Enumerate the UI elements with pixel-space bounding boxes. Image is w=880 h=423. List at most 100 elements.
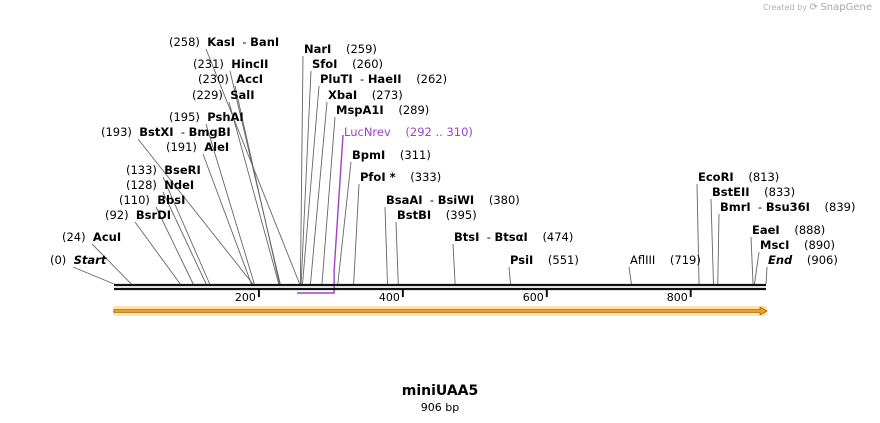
feature-label-acui[interactable]: (24) AcuI	[62, 230, 121, 244]
feature-label-bmri[interactable]: BmrI - Bsu36I (839)	[720, 200, 856, 214]
axis-tick-label: 200	[234, 291, 256, 304]
feature-label-afliii[interactable]: AflIII (719)	[630, 253, 701, 267]
feature-position: (191)	[166, 140, 197, 154]
feature-name: XbaI	[328, 88, 358, 102]
feature-label-sali[interactable]: (229) SalI	[192, 88, 255, 102]
leader-line	[155, 206, 194, 285]
feature-name: EcoRI	[698, 170, 734, 184]
feature-position: (551)	[547, 253, 579, 267]
leader-line	[137, 138, 254, 285]
feature-label-start[interactable]: (0) Start	[50, 253, 106, 267]
feature-label-bstbi[interactable]: BstBI (395)	[397, 208, 477, 222]
feature-label-hincii[interactable]: (231) HincII	[193, 57, 268, 71]
feature-label-xbai[interactable]: XbaI (273)	[328, 88, 403, 102]
feature-position: (289)	[398, 103, 430, 117]
feature-position: (833)	[764, 185, 796, 199]
leader-line	[162, 176, 211, 285]
feature-position: (231)	[193, 57, 224, 71]
feature-label-ndei[interactable]: (128) NdeI	[126, 178, 194, 192]
leader-line	[300, 70, 312, 285]
feature-label-bstxi[interactable]: (193) BstXI - BmgBI	[101, 125, 231, 139]
feature-name: PshAI	[207, 110, 244, 124]
feature-name: BsaAI	[386, 193, 423, 207]
feature-position: (24)	[62, 230, 86, 244]
feature-position: (273)	[371, 88, 403, 102]
feature-name: NdeI	[164, 178, 195, 192]
feature-label-mspa1i[interactable]: MspA1I (289)	[336, 103, 429, 117]
feature-name: SfoI	[312, 57, 338, 71]
feature-label-bsaai[interactable]: BsaAI - BsiWI (380)	[386, 193, 520, 207]
leader-line	[321, 116, 336, 285]
leader-line	[765, 266, 768, 285]
feature-position: (474)	[542, 230, 574, 244]
leader-line	[228, 101, 280, 285]
leader-line	[384, 206, 388, 285]
feature-position: (311)	[399, 148, 431, 162]
feature-label-psii[interactable]: PsiI (551)	[510, 253, 579, 267]
feature-position: (719)	[669, 253, 701, 267]
feature-name: HincII	[231, 57, 269, 71]
feature-label-ecori[interactable]: EcoRI (813)	[698, 170, 779, 184]
feature-name: LucNrev	[344, 125, 391, 139]
feature-label-btsi[interactable]: BtsI - BtsαI (474)	[454, 230, 574, 244]
leader-line	[310, 101, 328, 285]
feature-position: (380)	[488, 193, 520, 207]
primer-marker	[297, 134, 344, 294]
leader-line	[337, 161, 352, 285]
feature-name-2: BsiWI	[437, 193, 475, 207]
feature-name-2: Bsu36I	[765, 200, 810, 214]
leader-line	[628, 266, 632, 285]
feature-name: KasI	[207, 35, 236, 49]
feature-label-acci[interactable]: (230) AccI	[198, 72, 263, 86]
feature-label-sfoi[interactable]: SfoI (260)	[312, 57, 383, 71]
feature-label-msci[interactable]: MscI (890)	[760, 238, 835, 252]
feature-label-pshai[interactable]: (195) PshAI	[169, 110, 244, 124]
feature-label-bpmi[interactable]: BpmI (311)	[352, 148, 431, 162]
sequence-title: miniUAA5	[401, 383, 479, 399]
feature-label-kasi[interactable]: (258) KasI - BanI	[169, 35, 280, 49]
feature-label-end[interactable]: End (906)	[768, 253, 838, 267]
leader-line	[710, 198, 714, 285]
feature-label-bbsi[interactable]: (110) BbsI	[119, 193, 185, 207]
leader-line	[754, 251, 760, 285]
feature-label-eaei[interactable]: EaeI (888)	[752, 223, 825, 237]
feature-position: (0)	[50, 253, 67, 267]
leader-line	[750, 236, 754, 285]
feature-position: (258)	[169, 35, 200, 49]
feature-name: BstEII	[712, 185, 750, 199]
feature-label-pfoi[interactable]: PfoI * (333)	[360, 170, 441, 184]
feature-label-pluti[interactable]: PluTI - HaeII (262)	[320, 72, 448, 86]
feature-position: (395)	[445, 208, 477, 222]
feature-name: AflIII	[630, 253, 656, 267]
feature-label-bsteii[interactable]: BstEII (833)	[712, 185, 795, 199]
feature-label-alei[interactable]: (191) AleI	[166, 140, 229, 154]
sequence-length: 906 bp	[420, 401, 460, 414]
feature-position: (128)	[126, 178, 157, 192]
leader-line	[353, 183, 360, 285]
feature-name-2: HaeII	[367, 72, 402, 86]
feature-name: MspA1I	[336, 103, 384, 117]
feature-name: BstBI	[397, 208, 432, 222]
leader-line	[205, 123, 255, 285]
feature-position: (230)	[198, 72, 229, 86]
leader-line	[72, 266, 115, 285]
leader-line	[234, 85, 280, 285]
axis-tick-label: 800	[666, 291, 688, 304]
brand-name: SnapGene	[820, 2, 872, 13]
feature-name: BseRI	[164, 163, 201, 177]
feature-label-nari[interactable]: NarI (259)	[304, 42, 377, 56]
feature-label-bseri[interactable]: (133) BseRI	[126, 163, 201, 177]
feature-position: (333)	[410, 170, 442, 184]
feature-label-bsrdi[interactable]: (92) BsrDI	[105, 208, 171, 222]
leader-line	[452, 243, 456, 285]
brand-created-by: Created by	[762, 3, 807, 12]
feature-label-lucnrev[interactable]: LucNrev (292 .. 310)	[344, 125, 473, 139]
feature-name: BsrDI	[135, 208, 172, 222]
feature-position: (839)	[824, 200, 856, 214]
feature-position: (906)	[806, 253, 838, 267]
feature-position: (890)	[804, 238, 835, 252]
feature-name: BmrI	[720, 200, 751, 214]
brand-logo-icon: ⟳	[809, 2, 818, 13]
feature-name: BtsI	[454, 230, 480, 244]
